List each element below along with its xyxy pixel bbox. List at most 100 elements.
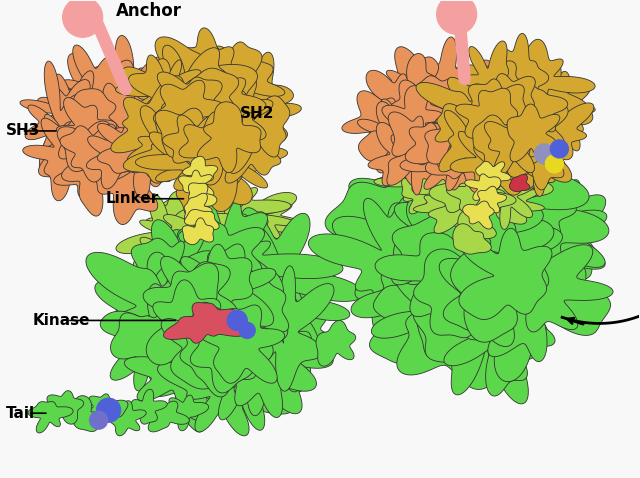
Polygon shape (122, 389, 167, 424)
Polygon shape (86, 130, 179, 198)
Polygon shape (166, 395, 209, 431)
Polygon shape (432, 174, 543, 266)
Text: SH3: SH3 (6, 123, 40, 139)
Polygon shape (456, 270, 578, 381)
Polygon shape (67, 89, 120, 148)
Polygon shape (456, 88, 518, 142)
Polygon shape (100, 92, 163, 158)
Polygon shape (425, 108, 476, 164)
Polygon shape (247, 268, 350, 346)
Polygon shape (200, 264, 289, 353)
Polygon shape (154, 256, 237, 338)
Polygon shape (426, 94, 492, 147)
Polygon shape (357, 99, 419, 173)
Polygon shape (86, 252, 213, 376)
Polygon shape (232, 224, 305, 260)
Polygon shape (378, 54, 440, 109)
Circle shape (97, 398, 120, 422)
Circle shape (436, 0, 477, 34)
Polygon shape (198, 324, 302, 416)
Polygon shape (459, 228, 552, 319)
Polygon shape (180, 244, 276, 326)
Polygon shape (168, 235, 243, 276)
Polygon shape (161, 302, 246, 389)
Polygon shape (179, 170, 214, 196)
Polygon shape (118, 112, 185, 187)
Polygon shape (196, 248, 265, 301)
Polygon shape (498, 148, 592, 315)
Polygon shape (57, 121, 120, 172)
Polygon shape (530, 71, 593, 151)
Text: SH2: SH2 (240, 107, 275, 121)
Polygon shape (118, 122, 197, 177)
Polygon shape (145, 329, 253, 432)
Polygon shape (108, 83, 177, 162)
Polygon shape (93, 35, 166, 132)
Polygon shape (116, 194, 210, 256)
Text: Anchor: Anchor (116, 2, 182, 20)
Polygon shape (467, 134, 561, 187)
Polygon shape (95, 268, 211, 348)
Polygon shape (441, 61, 516, 141)
Polygon shape (71, 396, 104, 432)
Polygon shape (476, 186, 507, 214)
Polygon shape (76, 60, 156, 132)
Polygon shape (177, 196, 276, 313)
Polygon shape (416, 83, 507, 152)
Polygon shape (164, 303, 246, 343)
Polygon shape (20, 79, 101, 138)
Polygon shape (451, 249, 544, 342)
Polygon shape (172, 201, 270, 275)
Polygon shape (380, 65, 485, 179)
Polygon shape (228, 235, 295, 292)
Polygon shape (391, 80, 449, 141)
Polygon shape (451, 101, 515, 161)
Polygon shape (129, 55, 207, 129)
Polygon shape (474, 135, 547, 193)
Polygon shape (413, 249, 506, 338)
Polygon shape (111, 304, 189, 393)
Circle shape (239, 323, 255, 338)
Polygon shape (56, 98, 116, 159)
Polygon shape (222, 95, 290, 174)
Polygon shape (368, 119, 448, 187)
Polygon shape (412, 253, 524, 390)
Polygon shape (461, 41, 509, 120)
Polygon shape (28, 402, 73, 433)
Polygon shape (159, 185, 220, 255)
Polygon shape (458, 157, 609, 269)
Polygon shape (405, 123, 477, 171)
Polygon shape (163, 179, 243, 235)
Polygon shape (461, 149, 576, 266)
Polygon shape (145, 245, 235, 283)
Polygon shape (188, 183, 217, 212)
Polygon shape (403, 147, 553, 212)
Polygon shape (25, 61, 84, 172)
Polygon shape (237, 266, 334, 391)
Polygon shape (355, 122, 536, 257)
Polygon shape (86, 128, 156, 189)
Polygon shape (184, 193, 212, 222)
Polygon shape (149, 229, 302, 401)
Polygon shape (185, 178, 291, 230)
Polygon shape (108, 68, 186, 151)
Polygon shape (462, 244, 611, 362)
Polygon shape (116, 59, 201, 129)
Polygon shape (397, 258, 533, 381)
Polygon shape (401, 151, 471, 188)
Polygon shape (476, 162, 511, 189)
Polygon shape (439, 251, 529, 347)
Polygon shape (190, 304, 273, 393)
Polygon shape (195, 91, 273, 147)
Polygon shape (161, 244, 253, 323)
Polygon shape (468, 79, 526, 127)
Polygon shape (124, 112, 219, 183)
Polygon shape (38, 109, 108, 191)
Polygon shape (237, 282, 342, 392)
Polygon shape (432, 60, 497, 147)
Polygon shape (477, 129, 567, 195)
Polygon shape (216, 193, 296, 251)
Polygon shape (148, 220, 238, 310)
Polygon shape (127, 106, 198, 171)
Polygon shape (409, 130, 486, 172)
